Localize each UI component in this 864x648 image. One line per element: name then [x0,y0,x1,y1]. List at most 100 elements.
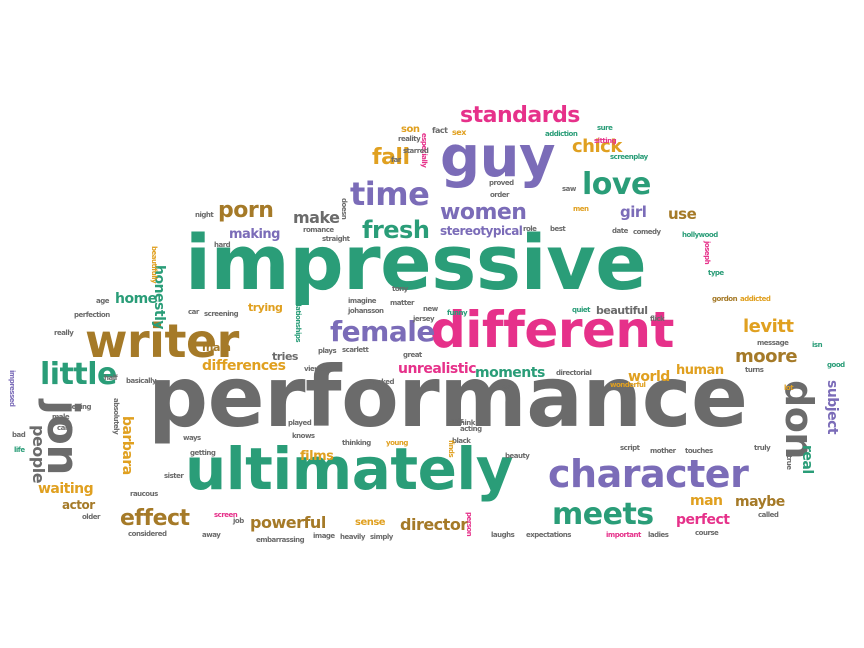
word-feels: feels [447,417,464,425]
word-course: course [695,529,719,537]
word-little: little [40,357,117,392]
word-image: image [313,532,335,540]
word-reality: reality [398,135,421,143]
word-role: role [523,225,537,233]
word-ways: ways [183,434,201,442]
word-honestly: honestly [151,265,167,329]
word-older: older [82,513,100,521]
word-time: time [350,175,430,213]
word-seeing: seeing [68,403,92,411]
word-black: black [452,437,471,445]
word-use: use [668,205,697,223]
word-think: think [457,419,475,427]
word-touches: touches [685,447,713,455]
word-getting: getting [190,449,216,457]
word-ultimately: ultimately [185,435,514,503]
word-porn: porn [218,198,274,223]
word-far: far [391,156,401,164]
word-screenplay: screenplay [610,153,648,161]
word-script: script [620,444,640,452]
word-screen: screen [214,511,238,519]
word-finds: finds [447,440,455,458]
word-mother: mother [650,447,676,455]
word-half: half [104,374,118,382]
word-lot: lot [784,384,794,392]
word-powerful: powerful [250,513,326,532]
word-different: different [430,301,674,359]
word-son: son [401,124,420,135]
word-perfection: perfection [74,311,110,319]
word-considered: considered [128,530,167,538]
word-relationships: relationships [294,297,302,343]
word-unrealistic: unrealistic [398,361,477,377]
word-wonderful: wonderful [610,381,646,389]
word-proved: proved [489,179,514,187]
word-sister: sister [164,472,184,480]
word-perfect: perfect [676,512,730,528]
word-stereotypical: stereotypical [440,224,523,238]
word-beautiful: beautiful [596,304,648,317]
word-raucous: raucous [130,490,158,498]
word-message: message [757,339,789,347]
word-new: new [423,305,438,313]
word-character: character [548,452,749,496]
word-male: male [52,413,70,421]
word-impressive: impressive [185,218,647,307]
word-isn: isn [812,341,823,349]
word-impressed: impressed [8,370,16,407]
word-especially: especially [420,133,428,168]
word-women: women [440,200,527,225]
word-people: people [29,425,48,484]
word-knows: knows [292,432,315,440]
word-truly: truly [754,444,771,452]
word-writer: writer [85,314,239,368]
word-heavily: heavily [340,533,365,541]
word-embarrassing: embarrassing [256,536,305,544]
word-effect: effect [120,506,190,531]
word-hollywood: hollywood [682,231,718,239]
word-main: main [202,341,231,354]
word-absolutely: absolutely [112,398,120,435]
word-scarlett: scarlett [342,346,369,354]
word-trying: trying [248,301,283,314]
word-tries: tries [272,350,298,363]
word-laughs: laughs [491,531,515,539]
word-subject: subject [824,380,840,435]
word-turns: turns [745,366,764,374]
word-director: director [400,515,468,534]
word-comedy: comedy [633,228,661,236]
word-best: best [550,225,566,233]
word-young: young [386,439,408,447]
word-important: important [606,531,641,539]
word-gordon: gordon [712,295,738,303]
word-meets: meets [552,497,654,532]
word-actor: actor [62,498,95,512]
word-night: night [195,211,214,219]
word-home: home [115,291,157,307]
word-screening: screening [204,310,239,318]
word-job: job [233,517,244,525]
word-really: really [54,329,74,337]
word-worked: worked [368,378,394,386]
word-away: away [202,531,221,539]
word-sure: sure [597,124,613,132]
word-girl: girl [620,203,647,221]
word-type: type [708,269,724,277]
word-performance: performance [148,348,748,446]
word-making: making [229,227,280,242]
word-guy: guy [440,125,555,190]
word-standards: standards [460,103,580,128]
word-doesn: doesn [340,198,348,220]
word-addiction: addiction [545,130,578,138]
word-barbara: barbara [119,416,135,475]
word-levitt: levitt [743,316,794,337]
word-car: car [188,308,199,316]
word-films: films [300,449,334,464]
word-good: good [827,361,845,369]
word-moore: moore [735,346,798,367]
word-sex: sex [452,128,466,137]
word-waiting: waiting [38,481,94,497]
word-directorial: directorial [556,369,592,377]
word-thinking: thinking [342,439,371,447]
